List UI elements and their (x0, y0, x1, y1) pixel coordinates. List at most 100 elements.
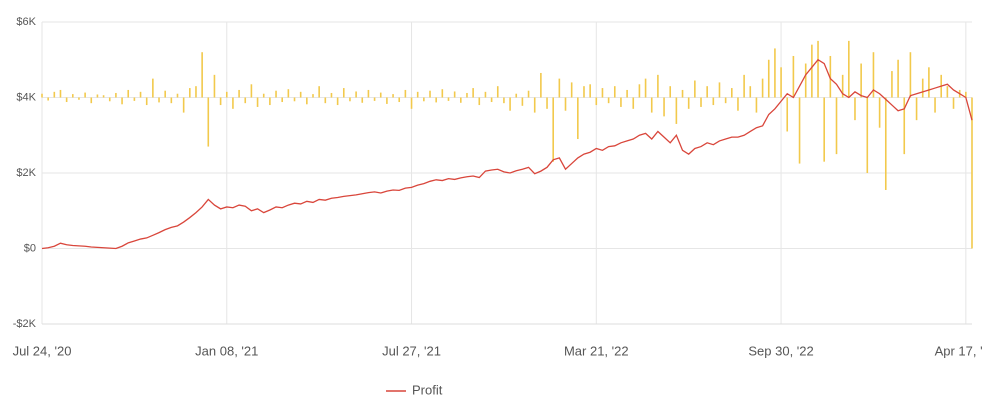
bar (293, 97, 296, 102)
bar (558, 78, 561, 98)
bar (644, 78, 647, 98)
bar (737, 97, 739, 111)
bar (232, 97, 234, 109)
bar (416, 91, 419, 98)
bar (379, 92, 382, 98)
bar (336, 97, 339, 106)
bar (897, 59, 899, 98)
bar (577, 97, 579, 140)
bar (460, 97, 462, 103)
bar (755, 97, 758, 113)
bar (564, 97, 567, 111)
bar (965, 91, 967, 98)
bar (626, 89, 628, 98)
bar (269, 97, 271, 106)
bar (503, 97, 505, 104)
bar (330, 92, 333, 98)
bar (884, 97, 887, 190)
legend-label: Profit (412, 382, 443, 397)
bar (533, 97, 536, 113)
bar (484, 91, 487, 98)
bar (256, 97, 259, 107)
bar (342, 88, 345, 98)
bar (613, 86, 616, 98)
bar (84, 92, 86, 98)
bar (133, 97, 136, 101)
bar (675, 97, 678, 124)
bar (195, 86, 197, 98)
bar (164, 90, 166, 98)
bar (909, 52, 912, 98)
bar (127, 89, 130, 98)
bar (386, 97, 388, 104)
bar (928, 67, 930, 98)
bar (324, 97, 327, 104)
bar (841, 74, 844, 98)
bar (41, 93, 43, 98)
bar (872, 52, 875, 98)
x-tick-label: Mar 21, '22 (564, 343, 629, 358)
bar (835, 97, 838, 155)
bar (971, 97, 973, 249)
bar (946, 86, 949, 98)
bar (515, 93, 518, 98)
bar (466, 92, 468, 98)
bar (817, 40, 819, 98)
line (41, 58, 973, 250)
bar (318, 86, 320, 98)
bar (145, 97, 148, 106)
bar (47, 97, 49, 101)
bar (478, 97, 481, 106)
bar (158, 97, 160, 103)
bar (361, 97, 364, 103)
bar (423, 97, 425, 102)
bar (287, 89, 290, 98)
bar (706, 86, 708, 98)
bar (669, 86, 672, 98)
bar (453, 91, 456, 98)
y-tick-label: $6K (16, 16, 36, 28)
bar (139, 91, 142, 98)
bar (312, 94, 314, 98)
y-tick-label: -$2K (13, 318, 37, 330)
bar (404, 89, 407, 98)
bar (761, 78, 764, 98)
bar (786, 97, 789, 132)
bar (749, 86, 752, 98)
bar (595, 97, 598, 106)
bar (829, 55, 832, 98)
bar (441, 89, 444, 98)
bar (731, 88, 733, 98)
bar (681, 89, 684, 98)
x-tick-label: Jan 08, '21 (195, 343, 258, 358)
bar (767, 59, 770, 98)
bar (78, 97, 80, 100)
bar (552, 97, 554, 162)
bar (798, 97, 801, 164)
x-tick-label: Sep 30, '22 (748, 343, 813, 358)
bar (724, 97, 727, 104)
bar (410, 97, 413, 109)
bar (367, 89, 370, 98)
bar (281, 97, 283, 103)
bar (244, 97, 247, 104)
bar (854, 97, 856, 121)
bar (182, 97, 185, 113)
bar (392, 94, 394, 98)
bar (694, 80, 696, 98)
bar (743, 74, 745, 98)
bar (878, 97, 881, 128)
bar (355, 91, 357, 98)
bar (638, 84, 641, 98)
bar (170, 97, 173, 104)
bar (152, 78, 154, 98)
bar (102, 95, 105, 98)
bar (447, 97, 450, 101)
bar (306, 97, 308, 105)
bar (718, 82, 721, 98)
bar (201, 52, 203, 98)
bar (607, 97, 610, 104)
bar (250, 84, 253, 98)
bar (650, 97, 653, 113)
